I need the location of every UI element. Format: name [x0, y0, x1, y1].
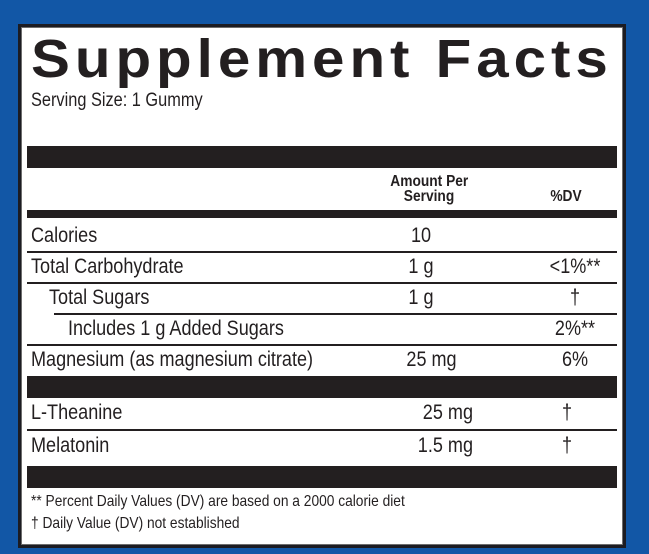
nutrient-row-total-sugars: Total Sugars 1 g †	[49, 284, 617, 312]
label-title: Supplement Facts	[31, 29, 613, 89]
nutrient-dv: 6%	[561, 348, 589, 371]
serving-size: Serving Size: 1 Gummy	[31, 90, 203, 111]
nutrient-dv: <1%**	[549, 255, 601, 278]
nutrient-dv: †	[569, 286, 581, 309]
nutrient-dv: †	[561, 434, 573, 457]
nutrient-amount: 1 g	[408, 255, 434, 278]
supplement-facts-label: Supplement Facts Serving Size: 1 Gummy A…	[21, 27, 623, 545]
row-rule	[27, 282, 617, 284]
nutrient-amount: 10	[410, 224, 432, 247]
amount-header-line2: Serving	[403, 188, 455, 205]
row-rule	[27, 429, 617, 431]
nutrient-row-magnesium: Magnesium (as magnesium citrate) 25 mg 6…	[31, 346, 617, 374]
row-rule	[27, 251, 617, 253]
nutrient-name: Total Carbohydrate	[31, 255, 184, 278]
divider-bar-top	[27, 146, 617, 168]
nutrient-row-total-carbohydrate: Total Carbohydrate 1 g <1%**	[31, 253, 617, 281]
nutrient-amount: 1.5 mg	[417, 434, 473, 457]
nutrient-name: Includes 1 g Added Sugars	[68, 317, 284, 340]
row-rule	[27, 344, 617, 346]
row-rule	[54, 313, 617, 315]
nutrient-name: Total Sugars	[49, 286, 150, 309]
nutrient-name: L-Theanine	[31, 401, 123, 424]
nutrient-row-melatonin: Melatonin 1.5 mg †	[31, 432, 617, 460]
nutrient-name: Magnesium (as magnesium citrate)	[31, 348, 314, 371]
divider-bar-middle	[27, 376, 617, 398]
dv-header: %DV	[550, 188, 582, 205]
nutrient-row-added-sugars: Includes 1 g Added Sugars 2%**	[68, 315, 617, 343]
nutrient-name: Melatonin	[31, 434, 110, 457]
nutrient-amount: 1 g	[408, 286, 434, 309]
divider-bar-header	[27, 210, 617, 218]
footnote-percent-dv: ** Percent Daily Values (DV) are based o…	[31, 493, 405, 510]
amount-per-serving-header: Amount Per Serving	[390, 173, 469, 205]
nutrient-amount: 25 mg	[422, 401, 473, 424]
footnote-dv-not-established: † Daily Value (DV) not established	[31, 515, 240, 532]
amount-header-line1: Amount Per	[390, 173, 469, 190]
nutrient-amount: 25 mg	[406, 348, 457, 371]
supplement-facts-panel: Supplement Facts Serving Size: 1 Gummy A…	[18, 24, 626, 548]
nutrient-row-l-theanine: L-Theanine 25 mg †	[31, 399, 617, 427]
nutrient-dv: 2%**	[554, 317, 596, 340]
nutrient-row-calories: Calories 10	[31, 222, 617, 250]
nutrient-dv: †	[561, 401, 573, 424]
divider-bar-bottom	[27, 466, 617, 488]
nutrient-name: Calories	[31, 224, 98, 247]
